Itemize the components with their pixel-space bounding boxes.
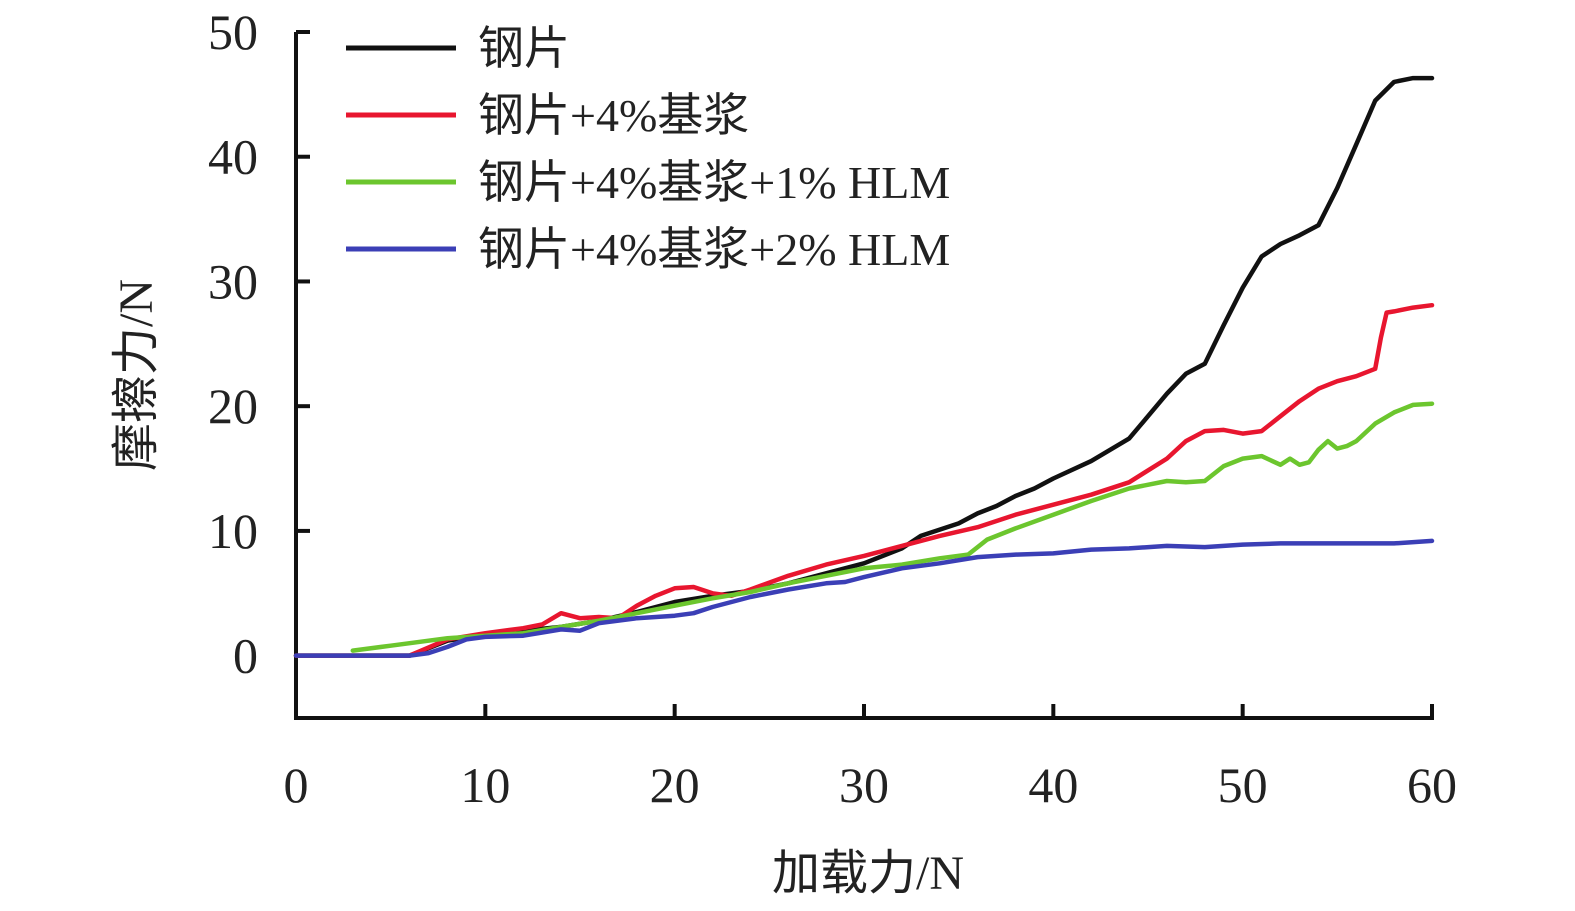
x-ticks: 0 10 20 30 40 50 60	[284, 704, 1457, 813]
legend-label-4: 钢片+4%基浆+2% HLM	[478, 224, 950, 275]
y-axis-title: 摩擦力/N	[110, 279, 163, 471]
x-axis-title: 加载力/N	[772, 847, 964, 900]
y-tick-label: 20	[208, 378, 258, 434]
x-tick-label: 0	[284, 757, 309, 813]
legend-label-2: 钢片+4%基浆	[478, 90, 749, 141]
x-tick-label: 30	[839, 757, 889, 813]
y-tick-label: 50	[208, 4, 258, 60]
y-tick-label: 40	[208, 129, 258, 185]
x-tick-label: 50	[1218, 757, 1268, 813]
series-line-2	[293, 302, 1435, 658]
legend-label-1: 钢片	[478, 23, 570, 74]
x-tick-label: 60	[1407, 757, 1457, 813]
y-tick-label: 30	[208, 253, 258, 309]
x-tick-label: 10	[460, 757, 510, 813]
y-ticks: 0 10 20 30 40 50	[208, 4, 310, 684]
y-tick-label: 0	[233, 628, 258, 684]
legend-label-3: 钢片+4%基浆+1% HLM	[478, 157, 950, 208]
y-tick-label: 10	[208, 503, 258, 559]
series-lines	[293, 75, 1435, 658]
x-tick-label: 20	[650, 757, 700, 813]
series-line-3	[350, 401, 1435, 653]
series-line-4	[293, 538, 1435, 658]
axes: 0 10 20 30 40 50 0 10 20 30 40 50 60	[208, 4, 1457, 813]
x-tick-label: 40	[1028, 757, 1078, 813]
